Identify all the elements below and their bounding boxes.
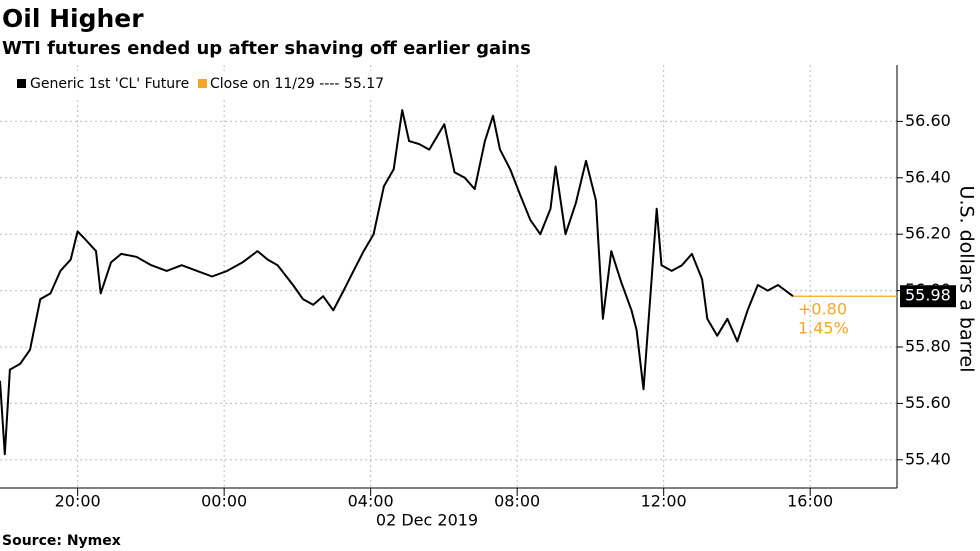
chart-subtitle: WTI futures ended up after shaving off e… xyxy=(2,38,531,59)
legend-swatch xyxy=(198,79,207,88)
x-tick-label: 12:00 xyxy=(641,492,687,511)
legend-swatch xyxy=(17,79,26,88)
x-tick-label: 04:00 xyxy=(348,492,394,511)
last-price-badge xyxy=(900,285,956,308)
x-tick-label: 20:00 xyxy=(55,492,101,511)
legend-bg xyxy=(0,71,395,97)
legend-label: Close on 11/29 ---- 55.17 xyxy=(210,76,384,92)
source: Source: Nymex xyxy=(2,533,121,549)
change-label: +0.80 xyxy=(798,300,847,319)
y-tick-label: 55.40 xyxy=(905,449,951,468)
y-tick-label: 56.20 xyxy=(905,224,951,243)
y-tick-label: 55.80 xyxy=(905,337,951,356)
y-tick-label: 56.40 xyxy=(905,167,951,186)
y-tick-label: 55.60 xyxy=(905,393,951,412)
y-tick-label: 56.60 xyxy=(905,111,951,130)
last-price-label: 55.98 xyxy=(905,286,951,305)
price-line xyxy=(0,109,794,456)
y-axis-label: U.S. dollars a barrel xyxy=(956,186,978,373)
chart-title: Oil Higher xyxy=(2,4,144,33)
change-pct-label: 1.45% xyxy=(798,319,849,338)
date-label: 02 Dec 2019 xyxy=(376,511,478,530)
x-tick-label: 08:00 xyxy=(494,492,540,511)
x-tick-label: 00:00 xyxy=(201,492,247,511)
legend-label: Generic 1st 'CL' Future xyxy=(30,76,189,92)
x-tick-label: 16:00 xyxy=(787,492,833,511)
